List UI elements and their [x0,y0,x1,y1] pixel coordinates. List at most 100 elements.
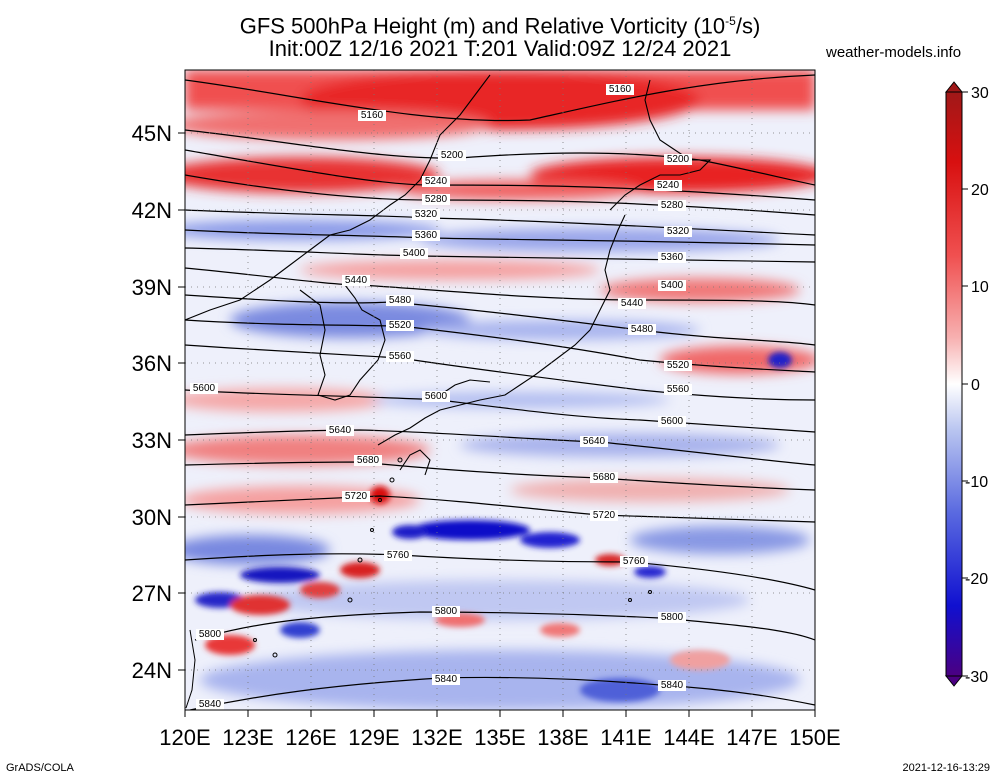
credit-label: GrADS/COLA [6,762,74,774]
lon-label: 141E [600,725,651,750]
lat-label: 36N [132,351,172,376]
svg-text:5240: 5240 [425,176,448,187]
chart-title-line2: Init:00Z 12/16 2021 T:201 Valid:09Z 12/2… [268,36,732,61]
contour-label: 5600 [658,416,686,427]
coastlines [185,74,712,476]
svg-text:5560: 5560 [667,384,690,395]
lat-label: 39N [132,275,172,300]
contour-label: 5680 [590,472,618,483]
svg-text:5320: 5320 [415,209,438,220]
svg-text:5720: 5720 [345,491,368,502]
contour-label: 5160 [358,110,386,121]
contour-label: 5400 [400,248,428,259]
vorticity-field: 5160 5160 5200 5200 5240 5240 5280 5280 … [185,70,815,710]
colorbar-tick: -10 [965,474,988,491]
contour-label: 5840 [658,680,686,691]
svg-text:5440: 5440 [345,275,368,286]
svg-text:5760: 5760 [387,550,410,561]
contour-label: 5280 [422,194,450,205]
contour-label: 5400 [658,280,686,291]
contour-label: 5440 [342,275,370,286]
colorbar-ramp [945,91,963,677]
contour-label: 5600 [190,383,218,394]
contour-label: 5240 [654,180,682,191]
svg-text:5600: 5600 [425,391,448,402]
lon-label: 120E [159,725,210,750]
lat-ticks [178,132,185,671]
lat-labels: 45N 42N 39N 36N 33N 30N 27N 24N [132,121,172,683]
contour-label: 5320 [664,226,692,237]
svg-text:5640: 5640 [583,436,606,447]
lon-label: 126E [285,725,336,750]
lat-label: 27N [132,581,172,606]
svg-text:5400: 5400 [403,248,426,259]
svg-text:5280: 5280 [661,200,684,211]
site-label: weather-models.info [826,44,962,61]
contour-label: 5760 [620,556,648,567]
contour-label: 5600 [422,391,450,402]
contour-label: 5240 [422,176,450,187]
contour-label: 5360 [412,230,440,241]
lat-label: 45N [132,121,172,146]
lat-label: 30N [132,505,172,530]
svg-text:5680: 5680 [357,455,380,466]
lon-labels: 120E 123E 126E 129E 132E 135E 138E 141E … [159,725,840,750]
svg-text:5520: 5520 [389,320,412,331]
svg-text:5680: 5680 [593,472,616,483]
contour-label: 5160 [606,84,634,95]
contour-label: 5280 [658,200,686,211]
svg-text:5160: 5160 [361,110,384,121]
svg-text:5800: 5800 [199,629,222,640]
contour-label: 5640 [326,425,354,436]
contour-label: 5440 [618,298,646,309]
lon-ticks [184,710,816,717]
colorbar: 30 20 10 0 -10 -20 -30 [944,81,989,687]
svg-text:5480: 5480 [631,324,654,335]
contour-label: 5840 [432,674,460,685]
svg-text:5800: 5800 [435,606,458,617]
contour-label: 5480 [386,295,414,306]
colorbar-tick: 0 [971,377,980,394]
lon-label: 132E [411,725,462,750]
lon-label: 123E [222,725,273,750]
colorbar-min-arrow [944,675,964,687]
lat-label: 24N [132,658,172,683]
colorbar-tick: 10 [971,279,989,296]
contour-label: 5560 [386,351,414,362]
svg-text:5720: 5720 [593,510,616,521]
svg-text:5800: 5800 [661,612,684,623]
svg-text:5200: 5200 [441,150,464,161]
svg-text:5840: 5840 [199,699,222,710]
svg-text:5840: 5840 [435,674,458,685]
lon-label: 144E [663,725,714,750]
colorbar-tick: 20 [971,182,989,199]
svg-text:5200: 5200 [667,154,690,165]
svg-text:5600: 5600 [661,416,684,427]
contour-label: 5800 [196,629,224,640]
svg-text:5280: 5280 [425,194,448,205]
svg-text:5600: 5600 [193,383,216,394]
colorbar-tick: -30 [965,669,988,686]
contour-label: 5200 [664,154,692,165]
timestamp-label: 2021-12-16-13:29 [902,762,990,774]
contour-label: 5640 [580,436,608,447]
contour-label: 5560 [664,384,692,395]
contour-label: 5480 [628,324,656,335]
svg-text:5360: 5360 [661,252,684,263]
svg-text:5640: 5640 [329,425,352,436]
lon-label: 147E [726,725,777,750]
contour-label: 5840 [196,699,224,710]
contour-labels: 5160 5160 5200 5200 5240 5240 5280 5280 … [190,84,692,710]
contour-label: 5200 [438,150,466,161]
svg-text:5440: 5440 [621,298,644,309]
contour-label: 5720 [590,510,618,521]
svg-text:5480: 5480 [389,295,412,306]
contour-label: 5320 [412,209,440,220]
colorbar-max-arrow [944,81,964,93]
contour-label: 5520 [386,320,414,331]
lon-label: 135E [474,725,525,750]
lon-label: 138E [537,725,588,750]
svg-text:5760: 5760 [623,556,646,567]
svg-text:5360: 5360 [415,230,438,241]
islands [185,457,652,709]
